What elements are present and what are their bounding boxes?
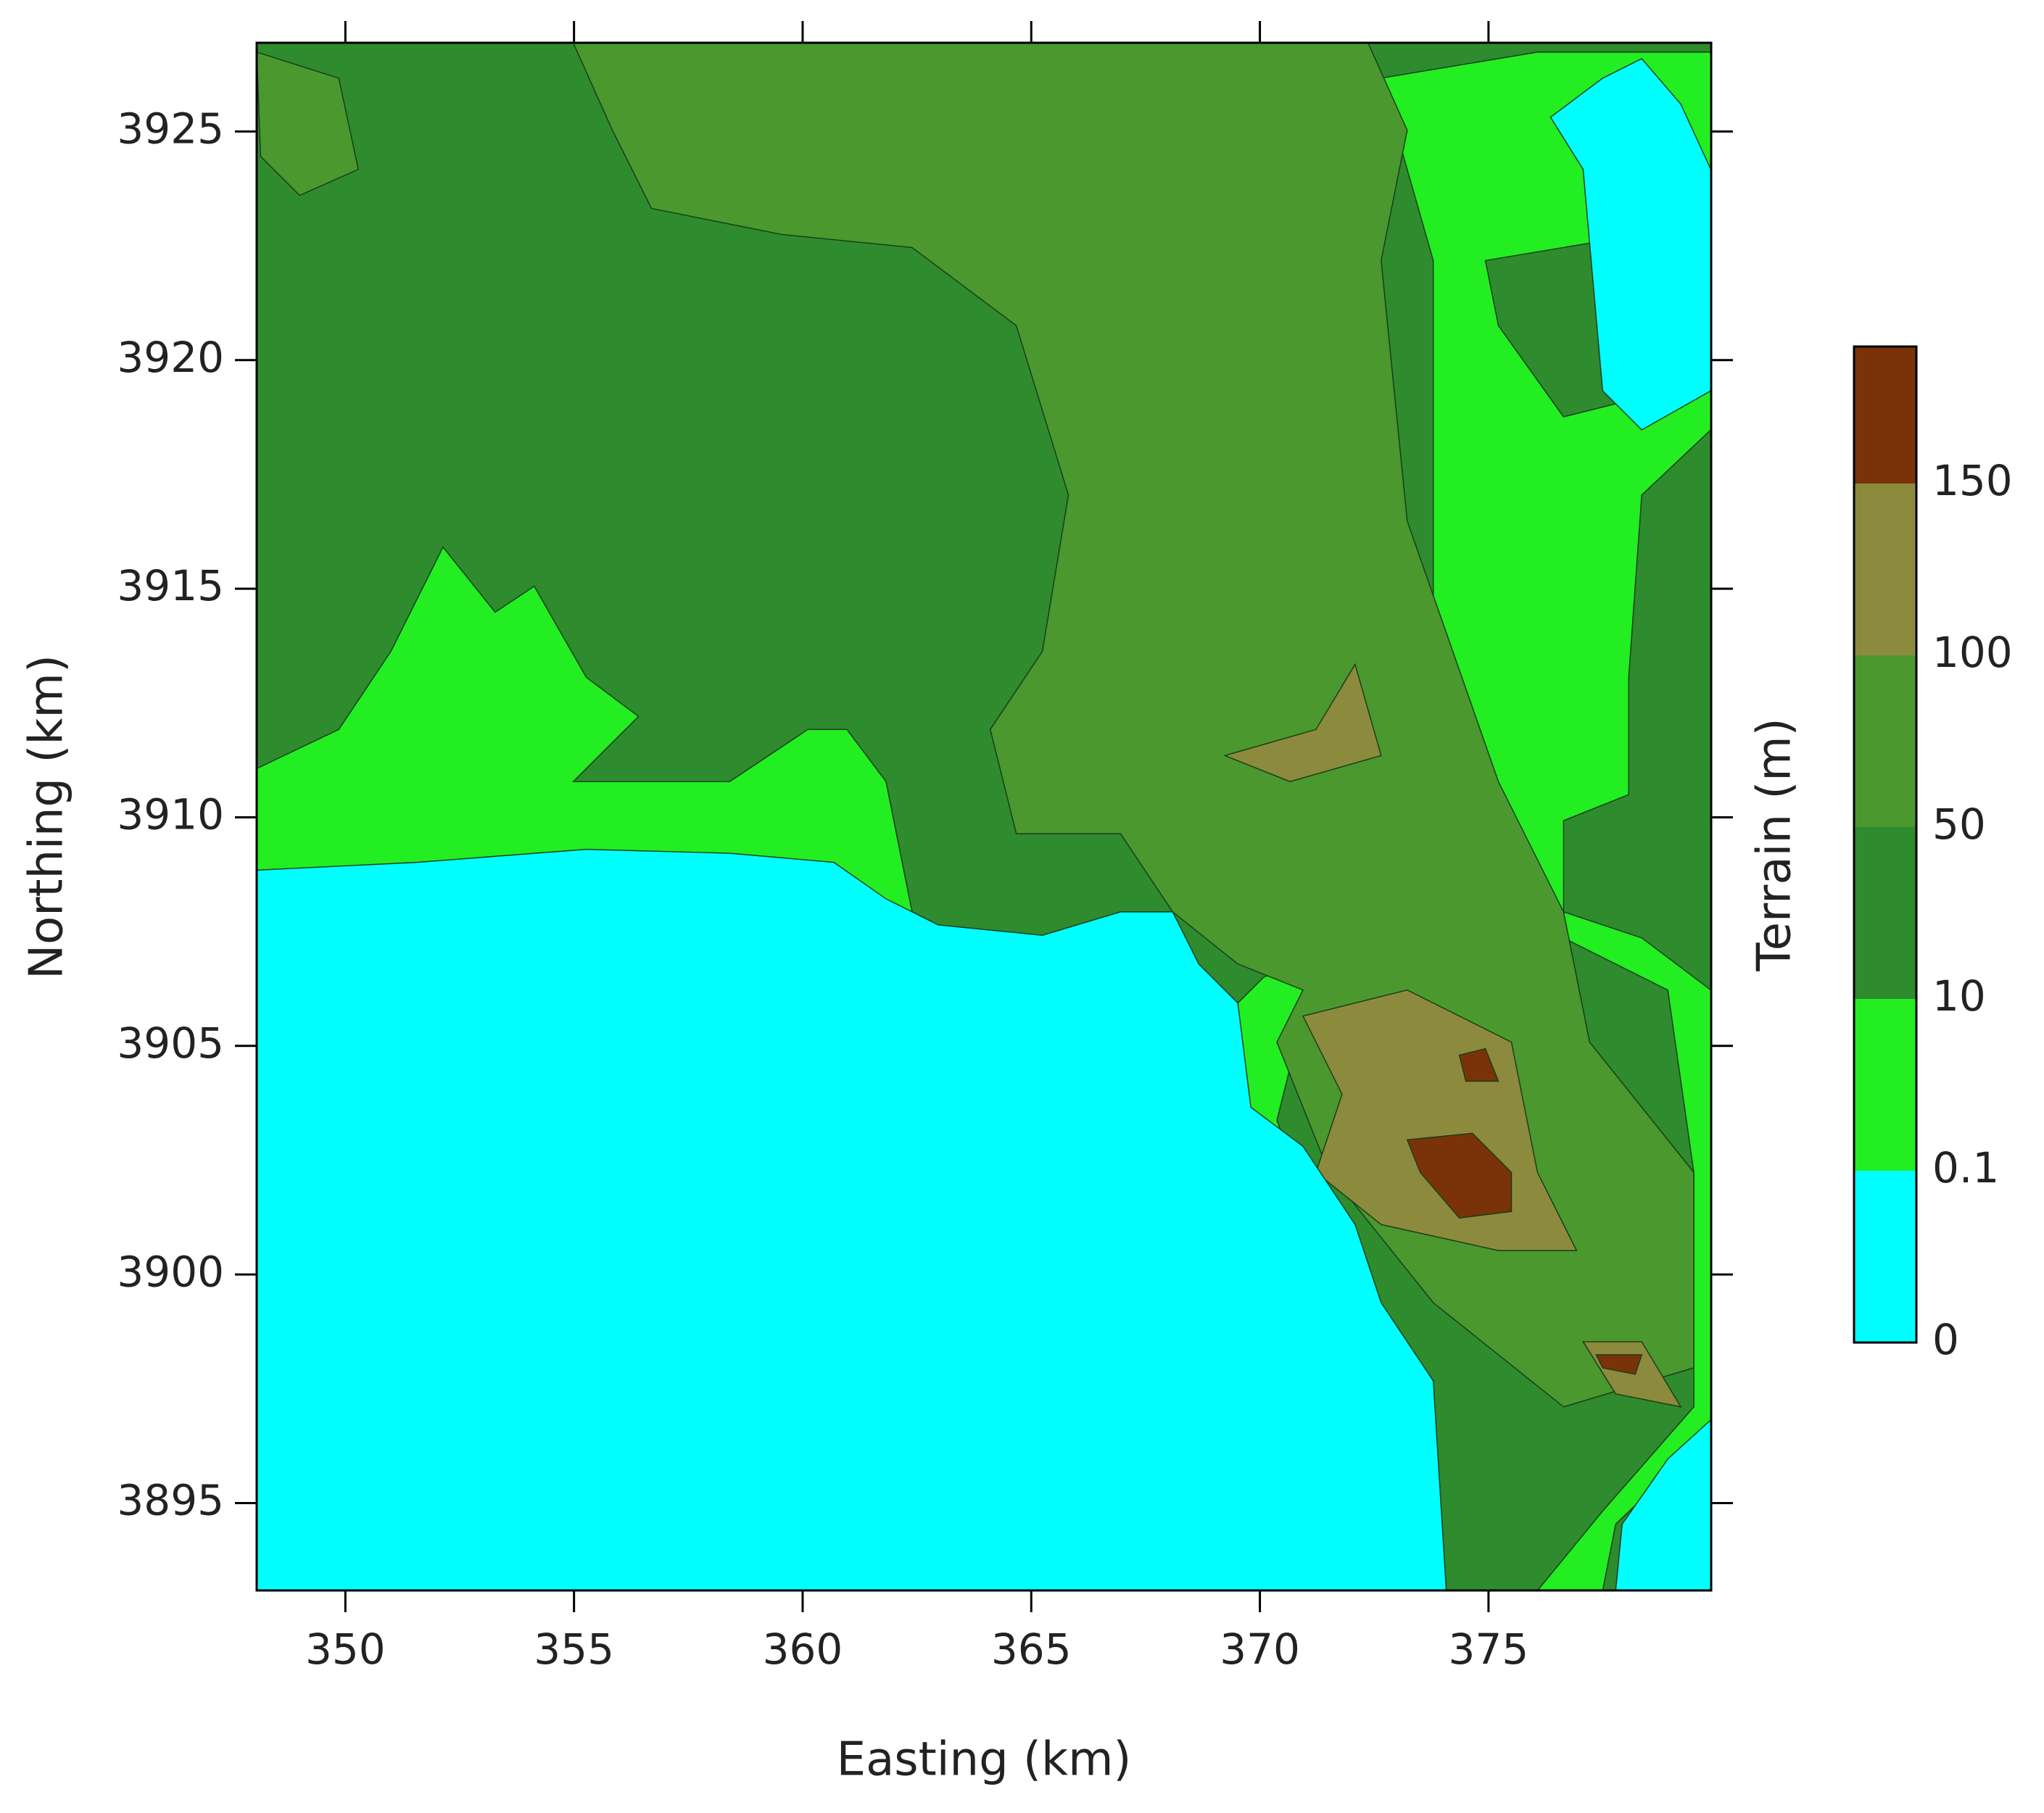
colorbar-band <box>1854 655 1916 827</box>
x-tick-label: 355 <box>534 1625 614 1674</box>
y-tick-label: 3895 <box>117 1476 224 1525</box>
colorbar-band <box>1854 347 1916 484</box>
y-tick-label: 3905 <box>117 1018 224 1068</box>
terrain-region <box>257 848 1447 1591</box>
colorbar-tick-label: 10 <box>1932 971 1986 1021</box>
terrain-region <box>1549 57 1711 431</box>
colorbar-tick-label: 0.1 <box>1932 1143 1999 1192</box>
x-tick-label: 350 <box>305 1625 386 1674</box>
y-tick-label: 3910 <box>117 790 224 839</box>
x-tick-label: 375 <box>1449 1625 1529 1674</box>
colorbar-band <box>1854 827 1916 999</box>
colorbar-band <box>1854 999 1916 1171</box>
y-tick-label: 3900 <box>117 1247 224 1296</box>
y-axis-title: Northing (km) <box>20 655 74 979</box>
terrain-region <box>1222 663 1382 782</box>
y-tick-label: 3925 <box>117 104 224 153</box>
colorbar-band <box>1854 1171 1916 1343</box>
y-tick-label: 3915 <box>117 561 224 610</box>
terrain-region <box>1595 1354 1643 1375</box>
colorbar-tick-label: 0 <box>1932 1315 1959 1364</box>
terrain-region <box>1458 1047 1499 1082</box>
colorbar-title: Terrain (m) <box>1748 718 1802 971</box>
x-tick-label: 365 <box>991 1625 1072 1674</box>
terrain-region <box>1615 1419 1711 1591</box>
colorbar-tick-label: 150 <box>1932 456 2013 505</box>
colorbar-tick-label: 100 <box>1932 628 2013 677</box>
colorbar-tick-label: 50 <box>1932 800 1986 849</box>
x-tick-label: 360 <box>763 1625 843 1674</box>
terrain-map <box>257 43 1711 1591</box>
colorbar-frame <box>1853 345 1918 1344</box>
terrain-region <box>257 546 913 913</box>
y-tick-label: 3920 <box>117 333 224 382</box>
x-axis-title: Easting (km) <box>837 1733 1132 1787</box>
x-tick-label: 370 <box>1220 1625 1300 1674</box>
colorbar-band <box>1854 484 1916 655</box>
terrain-region <box>1406 1132 1513 1219</box>
terrain-region <box>257 51 360 196</box>
